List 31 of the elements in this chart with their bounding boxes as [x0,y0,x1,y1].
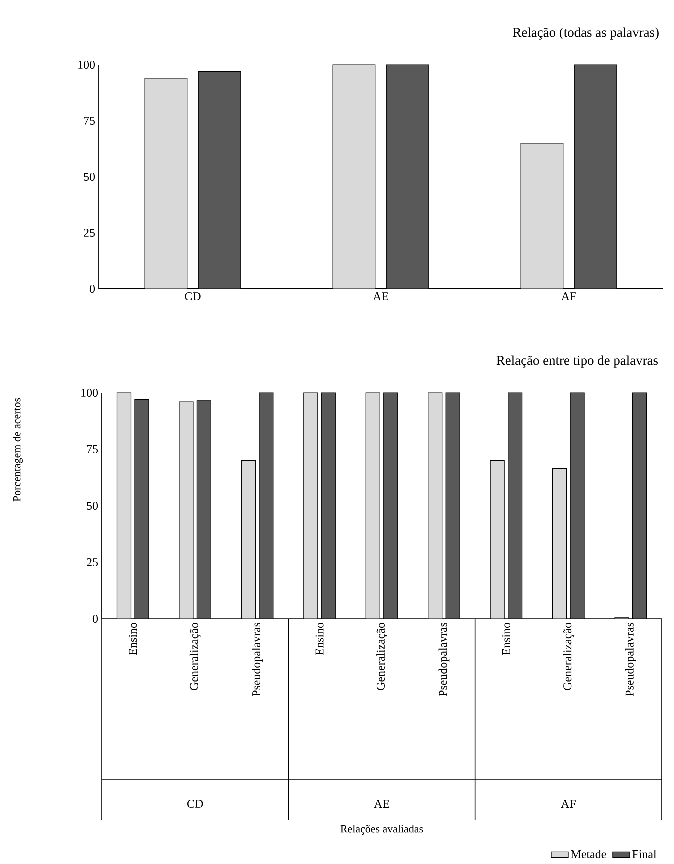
y-tick-label: 0 [92,614,98,624]
y-tick-label: 0 [90,284,96,294]
x-tick-label: Pseudopalavras [252,622,263,697]
legend-label: Metade [571,850,606,858]
y-tick-label: 100 [82,388,98,398]
y-tick-label: 100 [78,60,96,70]
text: CD [188,800,204,808]
y-tick-label: 25 [84,228,96,238]
x-tick-label: AF [561,292,576,300]
x-tick-label: Ensino [129,622,138,656]
y-tick-label: 75 [87,446,98,454]
x-tick-label: Generalização [563,622,574,690]
y-axis-title: Porcentagem de acertos [13,398,23,502]
chart-title: Relação (todas as palavras) [513,28,659,40]
y-tick-label: 50 [84,172,96,182]
text: AE [374,800,390,808]
x-axis-title: Relações avaliadas [340,825,424,835]
y-tick-label: 25 [87,558,98,567]
y-tick-label: 50 [87,502,98,510]
y-tick-label: 75 [84,117,96,125]
x-tick-label: AE [373,292,388,300]
x-tick-label: Pseudopalavras [438,622,450,697]
x-tick-label: Ensino [502,622,510,656]
x-tick-label: Ensino [316,622,324,656]
text: AF [561,800,576,808]
x-tick-label: CD [185,292,201,301]
x-tick-label: Pseudopalavras [625,622,636,697]
x-tick-label: Generalização [376,622,388,690]
legend-label: Final [632,850,657,858]
x-tick-label: Generalização [190,622,201,690]
chart-title: Relação entre tipo de palavras [496,356,658,368]
